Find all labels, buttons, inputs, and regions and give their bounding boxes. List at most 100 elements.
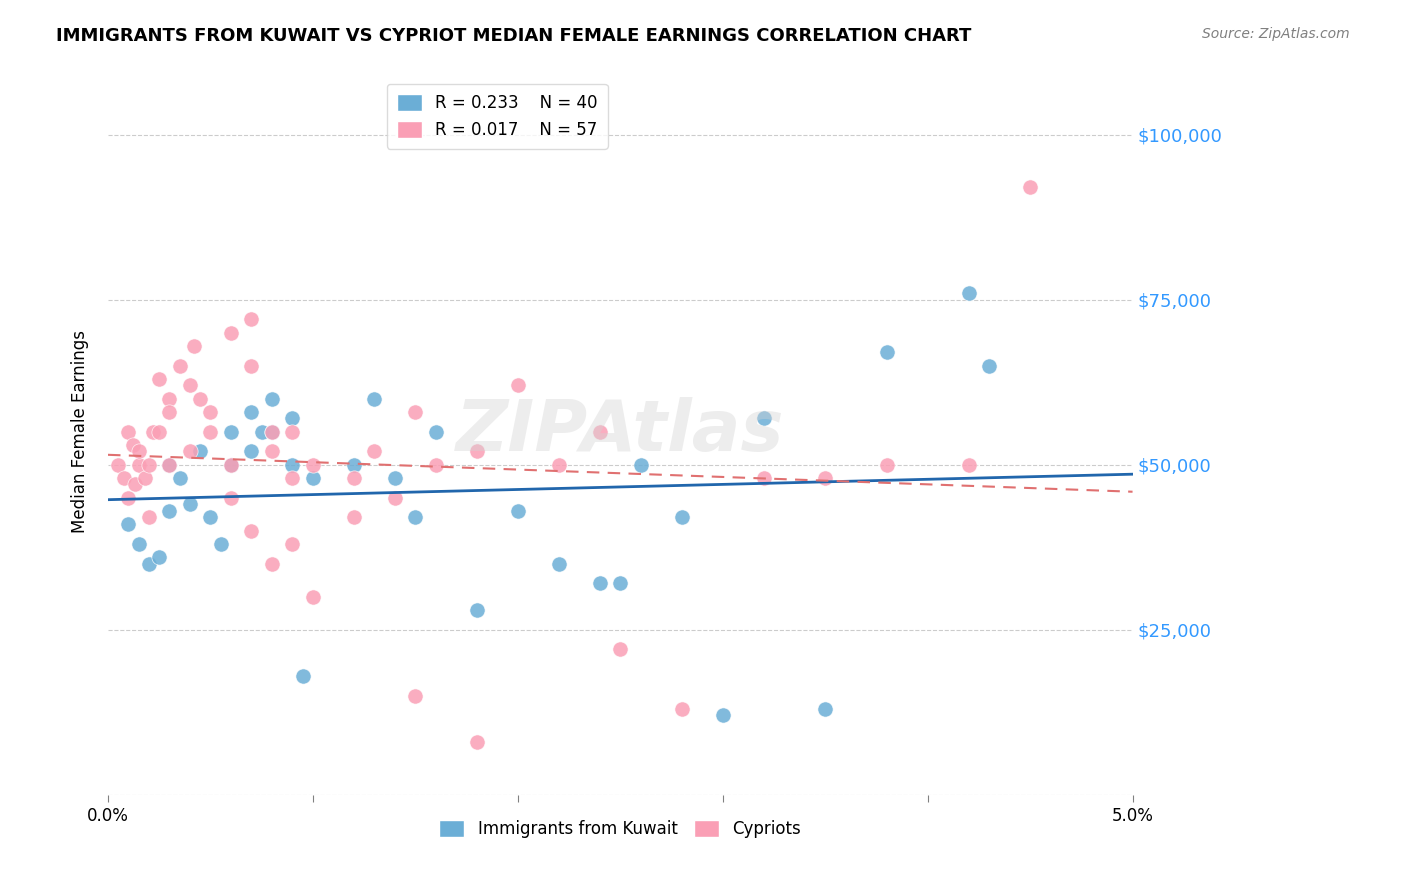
Point [814, 702, 837, 716]
Point [957, 458, 980, 472]
Point [169, 359, 191, 373]
Point [671, 702, 693, 716]
Point [630, 458, 652, 472]
Point [148, 425, 170, 439]
Text: Source: ZipAtlas.com: Source: ZipAtlas.com [1202, 27, 1350, 41]
Point [609, 576, 631, 591]
Point [302, 590, 325, 604]
Point [138, 510, 160, 524]
Point [404, 689, 426, 703]
Point [547, 557, 569, 571]
Point [179, 444, 201, 458]
Point [240, 405, 263, 419]
Point [465, 603, 488, 617]
Point [363, 444, 385, 458]
Point [159, 458, 181, 472]
Point [240, 524, 263, 538]
Point [240, 359, 263, 373]
Point [219, 491, 242, 505]
Point [506, 504, 529, 518]
Point [343, 510, 366, 524]
Point [363, 392, 385, 406]
Point [250, 425, 273, 439]
Point [159, 458, 181, 472]
Point [219, 458, 242, 472]
Point [404, 405, 426, 419]
Point [589, 425, 612, 439]
Y-axis label: Median Female Earnings: Median Female Earnings [72, 330, 89, 533]
Point [281, 411, 304, 425]
Point [957, 285, 980, 300]
Point [589, 576, 612, 591]
Point [121, 438, 143, 452]
Point [876, 458, 898, 472]
Point [188, 444, 211, 458]
Point [117, 491, 139, 505]
Point [219, 425, 242, 439]
Point [128, 444, 150, 458]
Point [260, 425, 283, 439]
Point [134, 471, 156, 485]
Point [876, 345, 898, 359]
Point [188, 392, 211, 406]
Text: ZIPAtlas: ZIPAtlas [456, 397, 785, 467]
Point [219, 326, 242, 340]
Point [117, 425, 139, 439]
Point [671, 510, 693, 524]
Point [425, 425, 447, 439]
Point [107, 458, 129, 472]
Point [302, 471, 325, 485]
Point [711, 708, 734, 723]
Point [302, 458, 325, 472]
Point [148, 549, 170, 564]
Point [179, 378, 201, 392]
Point [240, 444, 263, 458]
Point [148, 372, 170, 386]
Legend: Immigrants from Kuwait, Cypriots: Immigrants from Kuwait, Cypriots [433, 813, 808, 845]
Point [260, 392, 283, 406]
Point [281, 458, 304, 472]
Point [404, 510, 426, 524]
Text: IMMIGRANTS FROM KUWAIT VS CYPRIOT MEDIAN FEMALE EARNINGS CORRELATION CHART: IMMIGRANTS FROM KUWAIT VS CYPRIOT MEDIAN… [56, 27, 972, 45]
Point [112, 471, 135, 485]
Point [281, 425, 304, 439]
Point [281, 471, 304, 485]
Point [128, 537, 150, 551]
Point [200, 425, 222, 439]
Point [465, 735, 488, 749]
Point [219, 458, 242, 472]
Point [138, 458, 160, 472]
Point [1019, 180, 1042, 194]
Point [425, 458, 447, 472]
Point [547, 458, 569, 472]
Point [384, 471, 406, 485]
Point [169, 471, 191, 485]
Point [142, 425, 165, 439]
Point [183, 339, 205, 353]
Point [609, 642, 631, 657]
Point [200, 510, 222, 524]
Point [343, 458, 366, 472]
Point [240, 312, 263, 326]
Point [159, 405, 181, 419]
Point [506, 378, 529, 392]
Point [179, 497, 201, 511]
Point [343, 471, 366, 485]
Point [977, 359, 1000, 373]
Point [159, 392, 181, 406]
Point [260, 425, 283, 439]
Point [291, 669, 314, 683]
Point [124, 477, 146, 491]
Point [128, 458, 150, 472]
Point [159, 504, 181, 518]
Point [260, 444, 283, 458]
Point [260, 557, 283, 571]
Point [465, 444, 488, 458]
Point [814, 471, 837, 485]
Point [384, 491, 406, 505]
Point [117, 516, 139, 531]
Point [752, 471, 775, 485]
Point [281, 537, 304, 551]
Point [752, 411, 775, 425]
Point [209, 537, 232, 551]
